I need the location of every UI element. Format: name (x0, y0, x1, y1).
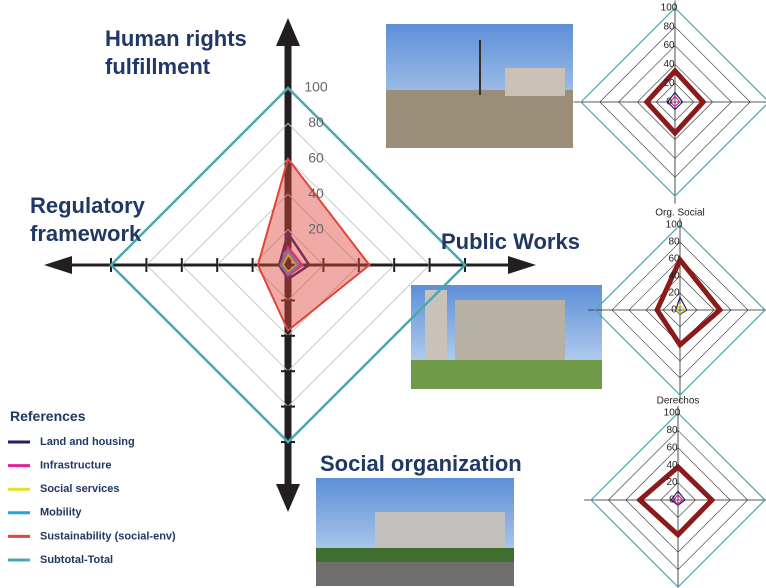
chart-title: Derechos (657, 396, 700, 407)
series-line (675, 295, 688, 316)
series-line (277, 230, 311, 281)
series-line (580, 7, 766, 197)
tick-label: 20 (308, 220, 324, 236)
grid-line (625, 447, 731, 553)
tick-label: 40 (666, 460, 678, 471)
tick-label: 60 (308, 150, 324, 166)
tick-label: 100 (304, 79, 328, 95)
photo (386, 24, 573, 148)
grid-line (618, 45, 732, 159)
tick-label: 40 (668, 271, 680, 282)
axis-label: Human rights fulfillment (105, 26, 247, 79)
legend-label: Land and housing (40, 436, 135, 448)
axis-label: Regulatory framework (30, 193, 145, 246)
grid-line (655, 82, 695, 122)
legend-label: Infrastructure (40, 460, 112, 472)
tick-label: 100 (664, 408, 681, 419)
radar: 20 40 60 80 100 (109, 79, 467, 444)
legend-label: Mobility (40, 507, 82, 519)
grid-line (611, 241, 749, 379)
radar: 0 20 40 60 80 100 (573, 0, 766, 204)
series-line (590, 412, 766, 588)
tick-label: 0 (669, 495, 675, 506)
series-line (654, 255, 724, 349)
grid-line (628, 258, 732, 362)
tick-label: 0 (671, 305, 677, 316)
tick-label: 80 (666, 425, 678, 436)
axis-label: Social organization (320, 451, 522, 476)
legend-label: Social services (40, 483, 120, 495)
tick-label: 20 (663, 78, 675, 89)
legend-title: References (10, 408, 86, 424)
series-line (669, 95, 681, 108)
photo (411, 285, 602, 389)
series-line (635, 463, 716, 539)
tick-label: 0 (666, 97, 672, 108)
tick-label: 40 (663, 59, 675, 70)
series-line (256, 156, 371, 333)
tick-label: 80 (663, 21, 675, 32)
photo (316, 478, 514, 586)
series-line (670, 490, 686, 506)
tick-label: 80 (668, 237, 680, 248)
tick-label: 60 (663, 40, 675, 51)
series-line (109, 86, 467, 444)
grid-line (599, 26, 751, 178)
tick-label: 40 (308, 185, 324, 201)
tick-label: 20 (668, 288, 680, 299)
tick-label: 100 (661, 3, 678, 14)
grid-line (607, 429, 749, 571)
tick-label: 60 (668, 254, 680, 265)
series-line (279, 248, 301, 276)
series-line (675, 303, 687, 315)
grid-line (660, 482, 696, 518)
tick-label: 80 (308, 114, 324, 130)
grid-line (662, 292, 698, 328)
tick-label: 100 (666, 220, 683, 231)
series-line (643, 67, 707, 137)
legend-label: Sustainability (social-env) (40, 530, 176, 542)
legend-label: Subtotal-Total (40, 554, 113, 566)
grid-line (636, 63, 714, 141)
tick-label: 20 (666, 477, 678, 488)
series-line (672, 493, 684, 506)
series-line (666, 91, 684, 111)
axis-arrows (44, 18, 536, 512)
axis-label: Public Works (441, 229, 580, 254)
tick-label: 60 (666, 442, 678, 453)
chart-title: Org. Social (655, 208, 704, 219)
series-line (594, 224, 766, 396)
